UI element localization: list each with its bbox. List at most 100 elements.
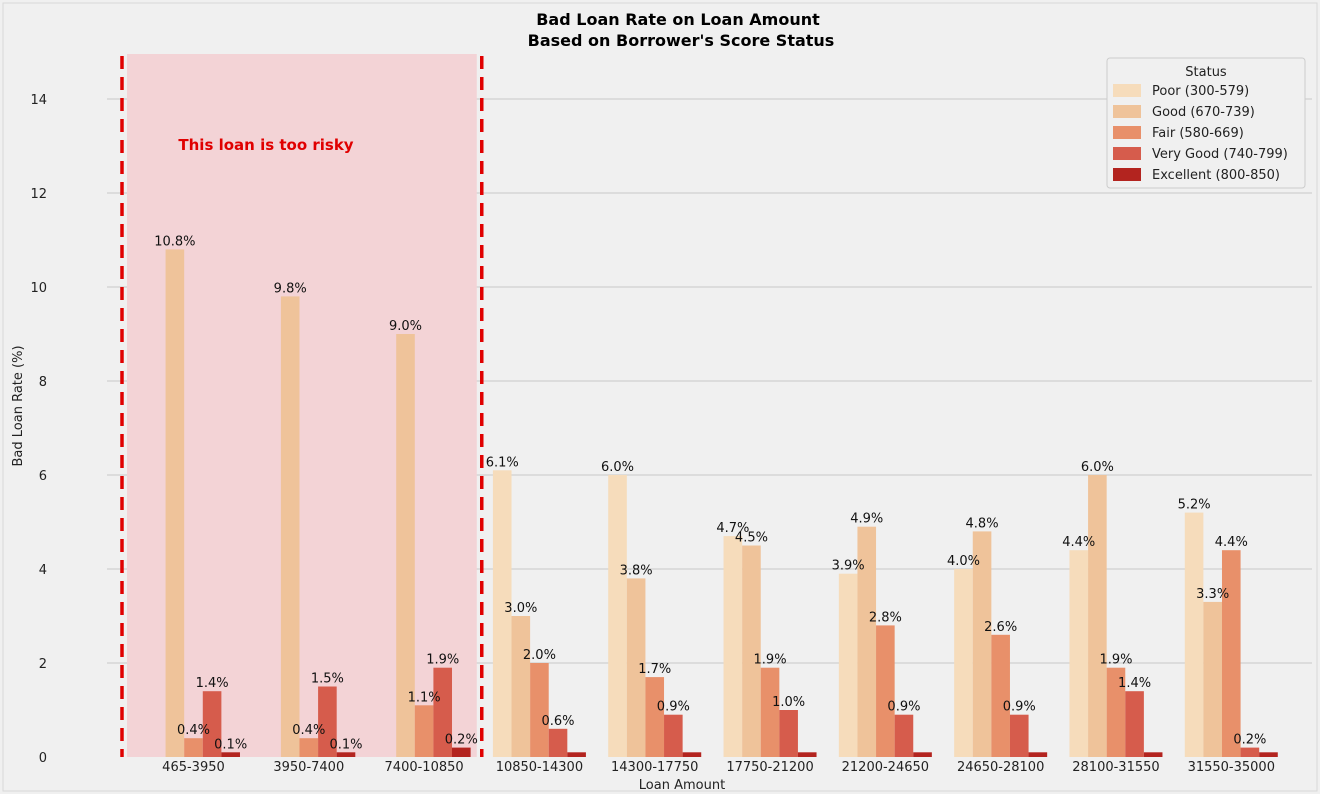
data-label-1-4: 6.1% <box>486 455 519 470</box>
chart-subtitle: Based on Borrower's Score Status <box>528 31 835 50</box>
data-label-3-2: 0.4% <box>292 723 325 738</box>
legend-swatch-3 <box>1113 126 1141 139</box>
data-label-4-4: 0.6% <box>542 714 575 729</box>
bar-4-5 <box>664 714 683 757</box>
legend-label-4: Very Good (740-799) <box>1152 147 1288 162</box>
data-label-4-1: 1.4% <box>196 676 229 691</box>
bar-5-8 <box>1028 752 1048 757</box>
x-tick-label-1: 465-3950 <box>162 760 225 775</box>
bar-5-10 <box>1259 752 1278 757</box>
y-axis-label: Bad Loan Rate (%) <box>11 345 26 466</box>
data-label-1-9: 4.4% <box>1062 535 1095 550</box>
y-tick-label-2: 4 <box>39 563 47 578</box>
bar-3-5 <box>645 677 665 757</box>
bar-5-7 <box>913 752 932 757</box>
legend-swatch-1 <box>1113 84 1141 97</box>
data-label-1-6: 4.7% <box>716 521 749 536</box>
legend: Status Poor (300-579) Good (670-739) Fair … <box>1106 57 1306 189</box>
bar-1-7 <box>838 573 858 757</box>
data-label-3-9: 1.9% <box>1099 653 1132 668</box>
bar-4-3 <box>433 667 453 757</box>
bar-1-5 <box>608 475 627 757</box>
data-label-5-1: 0.1% <box>214 737 247 752</box>
bar-1-10 <box>1184 512 1204 757</box>
data-label-3-5: 1.7% <box>638 662 671 677</box>
y-tick-label-4: 8 <box>39 375 47 390</box>
bar-2-1 <box>165 249 185 757</box>
data-label-4-10: 0.2% <box>1233 733 1266 748</box>
data-label-3-3: 1.1% <box>408 690 441 705</box>
bar-3-2 <box>299 738 319 757</box>
data-label-4-5: 0.9% <box>657 700 690 715</box>
bar-4-4 <box>548 728 568 757</box>
legend-title: Status <box>1185 65 1227 80</box>
bar-4-10 <box>1240 747 1260 757</box>
bar-3-7 <box>876 625 895 757</box>
data-label-3-1: 0.4% <box>177 723 210 738</box>
data-label-3-4: 2.0% <box>523 648 556 663</box>
x-tick-label-7: 21200-24650 <box>842 760 929 775</box>
bar-2-9 <box>1088 475 1107 757</box>
bar-3-6 <box>760 667 780 757</box>
data-label-2-3: 9.0% <box>389 319 422 334</box>
data-label-2-7: 4.9% <box>850 512 883 527</box>
x-tick-label-4: 10850-14300 <box>496 760 583 775</box>
y-tick-label-6: 12 <box>30 187 47 202</box>
data-label-2-6: 4.5% <box>735 531 768 546</box>
data-label-3-10: 4.4% <box>1215 535 1248 550</box>
bar-3-10 <box>1221 550 1241 757</box>
y-tick-label-1: 2 <box>39 657 47 672</box>
bar-4-9 <box>1125 691 1144 757</box>
data-label-4-9: 1.4% <box>1118 676 1151 691</box>
legend-label-1: Poor (300-579) <box>1152 84 1249 99</box>
bar-2-4 <box>511 616 531 757</box>
bar-2-2 <box>280 296 300 757</box>
annotation-text: This loan is too risky <box>178 136 353 154</box>
x-tick-label-5: 14300-17750 <box>611 760 698 775</box>
risk-zone-fill <box>126 54 477 757</box>
legend-swatch-2 <box>1113 105 1141 118</box>
bar-2-3 <box>396 334 415 757</box>
data-label-3-7: 2.8% <box>869 610 902 625</box>
bar-2-7 <box>857 526 877 757</box>
bar-4-2 <box>318 686 337 757</box>
data-label-2-10: 3.3% <box>1196 587 1229 602</box>
bar-5-5 <box>682 752 702 757</box>
data-label-2-9: 6.0% <box>1081 460 1114 475</box>
x-tick-label-2: 3950-7400 <box>273 760 344 775</box>
data-label-2-4: 3.0% <box>504 601 537 616</box>
bar-4-7 <box>894 714 914 757</box>
data-label-2-2: 9.8% <box>274 281 307 296</box>
bar-4-1 <box>202 691 222 757</box>
data-label-3-8: 2.6% <box>984 620 1017 635</box>
x-tick-label-10: 31550-35000 <box>1188 760 1275 775</box>
data-label-5-3: 0.2% <box>445 733 478 748</box>
bar-1-9 <box>1069 550 1089 757</box>
x-tick-label-9: 28100-31550 <box>1072 760 1159 775</box>
y-tick-label-3: 6 <box>39 469 47 484</box>
y-tick-label-7: 14 <box>30 93 47 108</box>
legend-label-5: Excellent (800-850) <box>1152 168 1280 183</box>
data-label-1-7: 3.9% <box>832 559 865 574</box>
bar-4-8 <box>1009 714 1029 757</box>
y-tick-label-5: 10 <box>30 281 47 296</box>
bar-2-6 <box>742 545 761 757</box>
legend-box <box>1106 57 1306 189</box>
data-label-2-8: 4.8% <box>966 516 999 531</box>
data-label-4-2: 1.5% <box>311 672 344 687</box>
bar-3-1 <box>184 738 203 757</box>
bar-5-1 <box>221 752 240 757</box>
bar-3-4 <box>530 663 549 757</box>
chart-title: Bad Loan Rate on Loan Amount <box>536 10 820 29</box>
bar-2-5 <box>626 578 646 757</box>
data-label-1-8: 4.0% <box>947 554 980 569</box>
bar-5-9 <box>1143 752 1163 757</box>
legend-swatch-5 <box>1113 168 1141 181</box>
data-label-2-5: 3.8% <box>620 563 653 578</box>
bar-3-9 <box>1106 667 1126 757</box>
axes: 0 2 4 6 8 10 12 14 465-3950 3950-7400 7400-10850 10… <box>30 93 1275 775</box>
bar-3-8 <box>991 634 1010 757</box>
x-tick-label-6: 17750-21200 <box>726 760 813 775</box>
